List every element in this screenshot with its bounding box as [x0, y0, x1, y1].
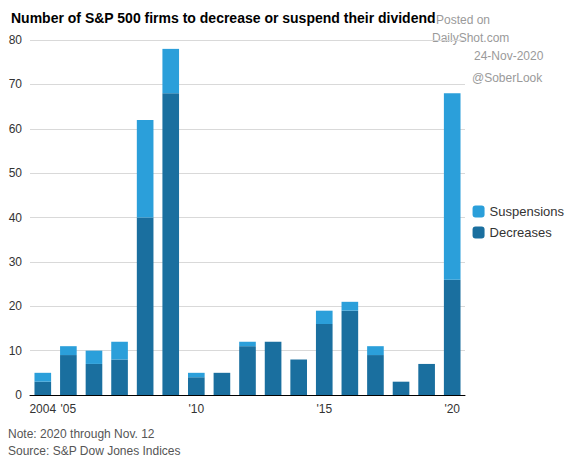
svg-text:2004: 2004 [29, 402, 56, 416]
svg-text:50: 50 [9, 166, 23, 180]
svg-text:Suspensions: Suspensions [490, 204, 565, 219]
svg-text:40: 40 [9, 211, 23, 225]
svg-text:Posted on: Posted on [436, 13, 490, 27]
svg-text:0: 0 [15, 388, 22, 402]
svg-text:60: 60 [9, 122, 23, 136]
svg-text:Number of S&P 500 firms to dec: Number of S&P 500 firms to decrease or s… [11, 10, 436, 26]
svg-text:Note: 2020 through Nov. 12: Note: 2020 through Nov. 12 [8, 427, 155, 441]
svg-text:70: 70 [9, 77, 23, 91]
svg-text:20: 20 [9, 299, 23, 313]
svg-text:80: 80 [9, 33, 23, 47]
svg-text:'05: '05 [61, 402, 77, 416]
svg-text:DailyShot.com: DailyShot.com [432, 31, 509, 45]
svg-text:24-Nov-2020: 24-Nov-2020 [474, 49, 544, 63]
svg-text:10: 10 [9, 344, 23, 358]
svg-text:30: 30 [9, 255, 23, 269]
svg-text:@SoberLook: @SoberLook [472, 71, 543, 85]
svg-text:'20: '20 [444, 402, 460, 416]
svg-text:'10: '10 [189, 402, 205, 416]
svg-text:Source: S&P Dow Jones Indices: Source: S&P Dow Jones Indices [8, 444, 181, 458]
svg-text:'15: '15 [316, 402, 332, 416]
svg-text:Decreases: Decreases [490, 225, 553, 240]
